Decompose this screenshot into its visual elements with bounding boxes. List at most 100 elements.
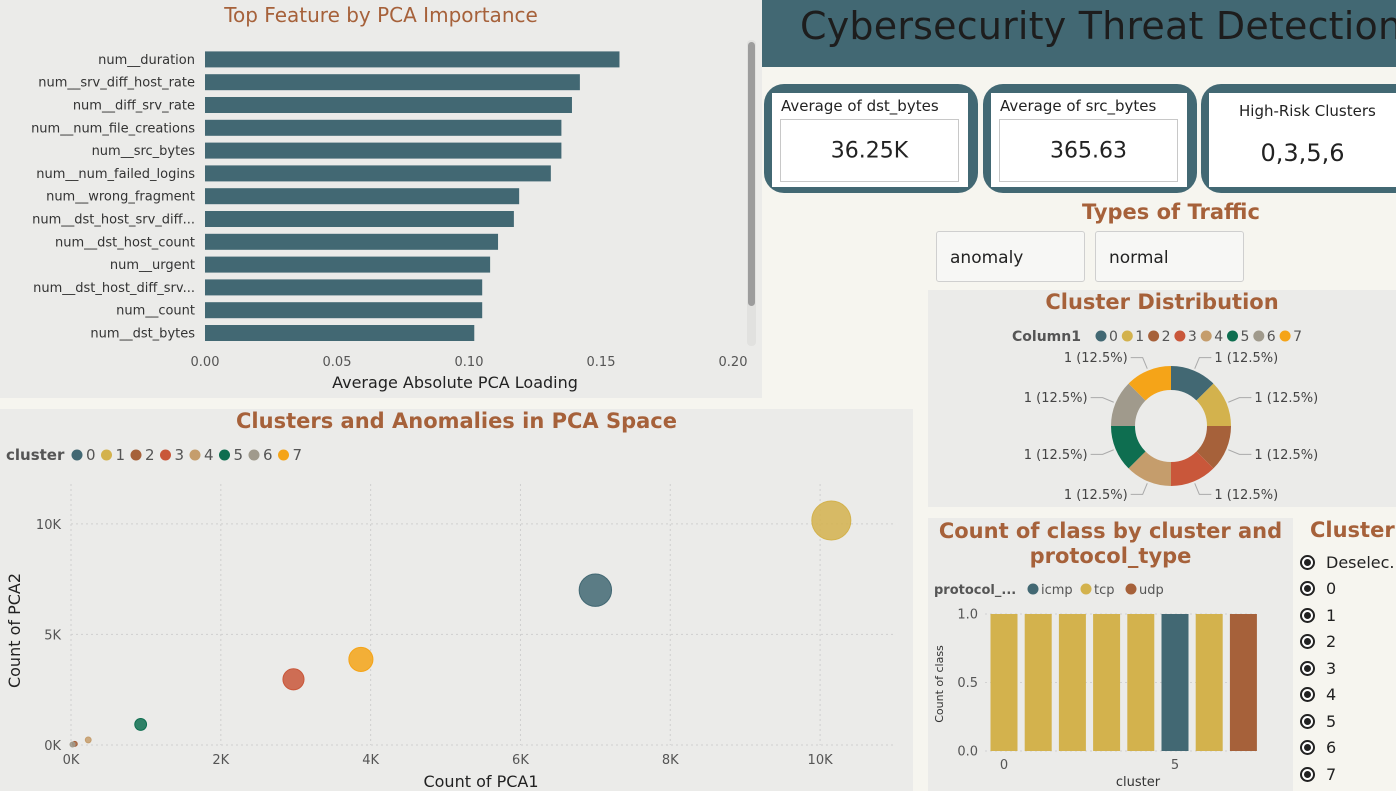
scatter-point — [134, 718, 148, 731]
cluster-slicer-item[interactable]: Deselec... — [1300, 550, 1396, 574]
legend-swatch — [1174, 330, 1186, 342]
legend-swatch — [71, 449, 83, 461]
radio-button[interactable] — [1300, 607, 1315, 623]
legend-label: 7 — [293, 446, 303, 464]
x-tick-label: 0.00 — [191, 355, 220, 370]
bar — [205, 256, 491, 273]
cluster-slicer-item[interactable]: 5 — [1300, 709, 1336, 733]
bar-category-label: num__srv_diff_host_rate — [38, 76, 195, 91]
radio-button[interactable] — [1300, 660, 1315, 676]
cluster-slicer-item[interactable]: 3 — [1300, 656, 1336, 680]
legend-label: 6 — [1267, 329, 1276, 345]
column-bar — [1229, 614, 1257, 751]
legend-label: icmp — [1041, 583, 1073, 598]
legend-swatch — [278, 449, 289, 461]
cluster-slicer-item[interactable]: 2 — [1300, 630, 1336, 654]
cluster-slicer-item-label: Deselec... — [1326, 552, 1396, 572]
bar-category-label: num__dst_host_diff_srv... — [33, 281, 195, 296]
cluster-slicer-item[interactable]: 1 — [1300, 603, 1336, 627]
y-tick-label: 0.0 — [957, 745, 978, 760]
bar-category-label: num__dst_bytes — [90, 327, 195, 342]
class-by-cluster-title-line1: Count of class by cluster and — [938, 519, 1283, 543]
donut-slice — [1128, 366, 1171, 401]
pca-importance-chart: num__duration num__srv_diff_host_rate num_… — [31, 51, 747, 392]
column-bar — [1195, 614, 1223, 751]
legend-swatch — [1200, 330, 1212, 342]
column-bar — [1127, 614, 1155, 751]
donut-data-label: 1 (12.5%) — [1254, 448, 1318, 463]
donut-data-label: 1 (12.5%) — [1064, 351, 1128, 366]
kpi-value: 36.25K — [830, 138, 909, 163]
x-tick-label: 5 — [1171, 758, 1179, 773]
y-tick-label: 5K — [44, 628, 61, 643]
y-tick-label: 1.0 — [957, 608, 978, 623]
bar-category-label: num__duration — [98, 53, 195, 68]
scatter-point — [811, 500, 852, 541]
column-bar — [1161, 614, 1189, 751]
legend-swatch — [130, 449, 142, 461]
legend-label: tcp — [1094, 583, 1115, 598]
cluster-slicer-item[interactable]: 0 — [1300, 577, 1336, 601]
scrollbar-thumb[interactable] — [748, 42, 755, 306]
bar-category-label: num__dst_host_srv_diff... — [32, 213, 195, 228]
bar — [205, 211, 514, 227]
pca-scatter-panel: Clusters and Anomalies in PCA Space clus… — [0, 409, 913, 791]
y-axis-label: Count of class — [933, 645, 946, 723]
dashboard-title: Cybersecurity Threat Detection — [800, 4, 1396, 48]
radio-button[interactable] — [1300, 581, 1315, 596]
bar-category-label: num__urgent — [110, 258, 195, 273]
column-bar — [1058, 614, 1086, 751]
radio-button[interactable] — [1300, 634, 1315, 649]
kpi-value: 0,3,5,6 — [1260, 139, 1345, 167]
kpi-label: Average of dst_bytes — [781, 97, 939, 115]
radio-button[interactable] — [1300, 740, 1315, 755]
y-tick-label: 0.5 — [957, 676, 978, 691]
radio-button[interactable] — [1300, 687, 1315, 702]
legend-label: 6 — [263, 446, 273, 464]
legend-label: 4 — [204, 446, 214, 464]
cluster-slicer-item[interactable]: 4 — [1300, 683, 1336, 707]
dashboard-header: Cybersecurity Threat Detection — [762, 0, 1396, 67]
donut-slice — [1111, 426, 1146, 469]
legend-swatch — [248, 449, 260, 461]
kpi-card-dst-bytes: Average of dst_bytes 36.25K — [764, 84, 978, 193]
radio-button[interactable] — [1300, 766, 1315, 782]
cluster-distribution-chart: Column1 0 1 2 3 4 5 6 7 1 (12.5%) 1 (12.5%) 1 (12.5… — [1012, 329, 1318, 503]
donut-slice — [1196, 426, 1231, 469]
scatter-point — [348, 646, 374, 672]
donut-leader-line — [1130, 357, 1148, 369]
cluster-distribution-panel: Cluster Distribution Column1 0 1 2 3 4 5 6 7 1 (1… — [928, 290, 1396, 507]
traffic-option-anomaly[interactable]: anomaly — [936, 231, 1085, 282]
column-bar — [1024, 614, 1052, 751]
legend-label: 5 — [234, 446, 244, 464]
column-bar — [1093, 614, 1121, 751]
bar-category-label: num__src_bytes — [92, 144, 196, 159]
bar-category-label: num__num_failed_logins — [36, 167, 195, 182]
cluster-slicer-item-label: 0 — [1326, 579, 1337, 598]
legend-label: 4 — [1214, 329, 1223, 345]
donut-slice — [1196, 383, 1231, 426]
cluster-slicer-item[interactable]: 7 — [1300, 762, 1336, 786]
legend-label: 5 — [1241, 329, 1250, 345]
bar — [205, 302, 483, 319]
cluster-slicer-title: Cluster — [1310, 518, 1395, 542]
x-axis-label: Count of PCA1 — [423, 772, 538, 791]
bar-category-label: num__diff_srv_rate — [73, 99, 195, 114]
cluster-slicer-item-label: 4 — [1326, 685, 1337, 704]
legend-swatch — [1148, 330, 1160, 342]
traffic-option-normal[interactable]: normal — [1095, 231, 1244, 282]
bar — [205, 188, 520, 205]
x-tick-label: 0.10 — [455, 355, 484, 370]
cluster-slicer-item[interactable]: 6 — [1300, 736, 1336, 760]
legend-label: 2 — [145, 446, 155, 464]
radio-button[interactable] — [1300, 713, 1315, 729]
radio-button[interactable] — [1300, 554, 1315, 570]
legend-label: 2 — [1162, 329, 1171, 345]
donut-leader-line — [1194, 483, 1212, 495]
x-axis-label: Average Absolute PCA Loading — [332, 373, 578, 392]
legend-swatch — [1279, 330, 1291, 342]
x-axis-label: cluster — [1116, 775, 1161, 790]
donut-data-label: 1 (12.5%) — [1024, 391, 1088, 406]
y-tick-label: 0K — [44, 739, 61, 754]
x-tick-label: 0.15 — [587, 355, 616, 370]
